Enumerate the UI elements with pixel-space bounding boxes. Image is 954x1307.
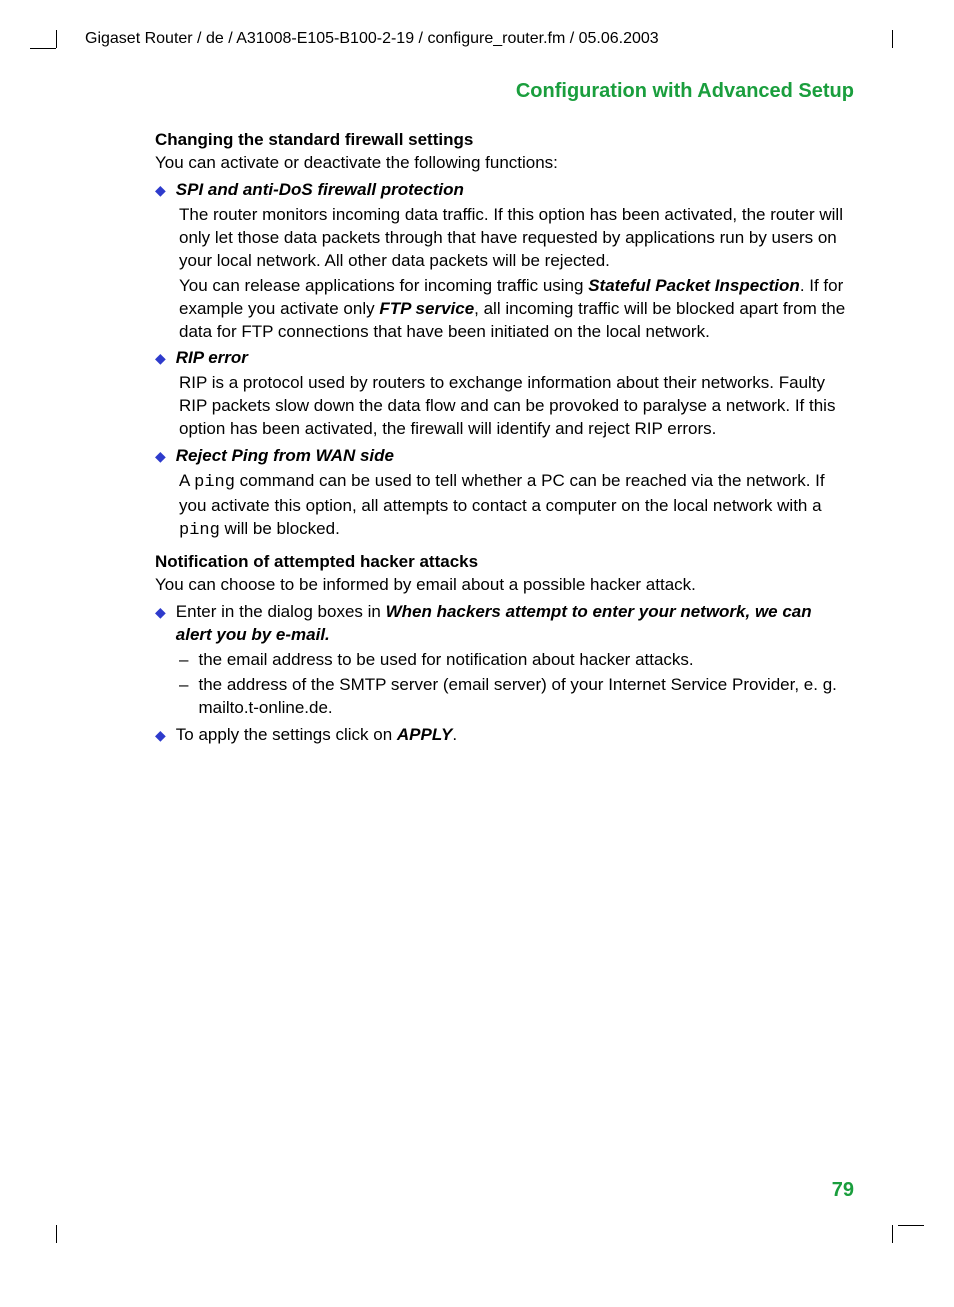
dash-icon: – [179,674,188,697]
diamond-icon: ◆ [155,445,166,467]
bullet-item: ◆ Reject Ping from WAN side [155,445,850,468]
bullet-paragraph: The router monitors incoming data traffi… [179,204,850,273]
bullet-title: SPI and anti-DoS firewall protection [176,180,464,199]
dash-text: the email address to be used for notific… [198,649,693,672]
dash-text: the address of the SMTP server (email se… [198,674,850,720]
dash-item: –the email address to be used for notifi… [179,649,850,672]
bullet-title: RIP error [176,348,248,367]
bullet-title: Reject Ping from WAN side [176,446,394,465]
page-number: 79 [832,1179,854,1202]
dash-icon: – [179,649,188,672]
bullet-paragraph: A ping command can be used to tell wheth… [179,470,850,543]
bullet-item: ◆ Enter in the dialog boxes in When hacke… [155,601,850,647]
intro-firewall: You can activate or deactivate the follo… [155,152,850,175]
bullet-body: Enter in the dialog boxes in When hacker… [176,601,850,647]
section-title: Configuration with Advanced Setup [516,80,854,103]
diamond-icon: ◆ [155,724,166,746]
bullet-item: ◆ SPI and anti-DoS firewall protection [155,179,850,202]
heading-notification: Notification of attempted hacker attacks [155,551,850,574]
dash-item: –the address of the SMTP server (email s… [179,674,850,720]
heading-firewall: Changing the standard firewall settings [155,129,850,152]
bullet-paragraph: You can release applications for incomin… [179,275,850,344]
bullet-item: ◆ RIP error [155,347,850,370]
intro-notification: You can choose to be informed by email a… [155,574,850,597]
header-path: Gigaset Router / de / A31008-E105-B100-2… [85,30,659,48]
diamond-icon: ◆ [155,179,166,201]
page-content: Changing the standard firewall settings … [155,125,850,746]
bullet-item: ◆ To apply the settings click on APPLY. [155,724,850,747]
bullet-paragraph: RIP is a protocol used by routers to exc… [179,372,850,441]
diamond-icon: ◆ [155,601,166,623]
bullet-body: To apply the settings click on APPLY. [176,724,850,747]
diamond-icon: ◆ [155,347,166,369]
